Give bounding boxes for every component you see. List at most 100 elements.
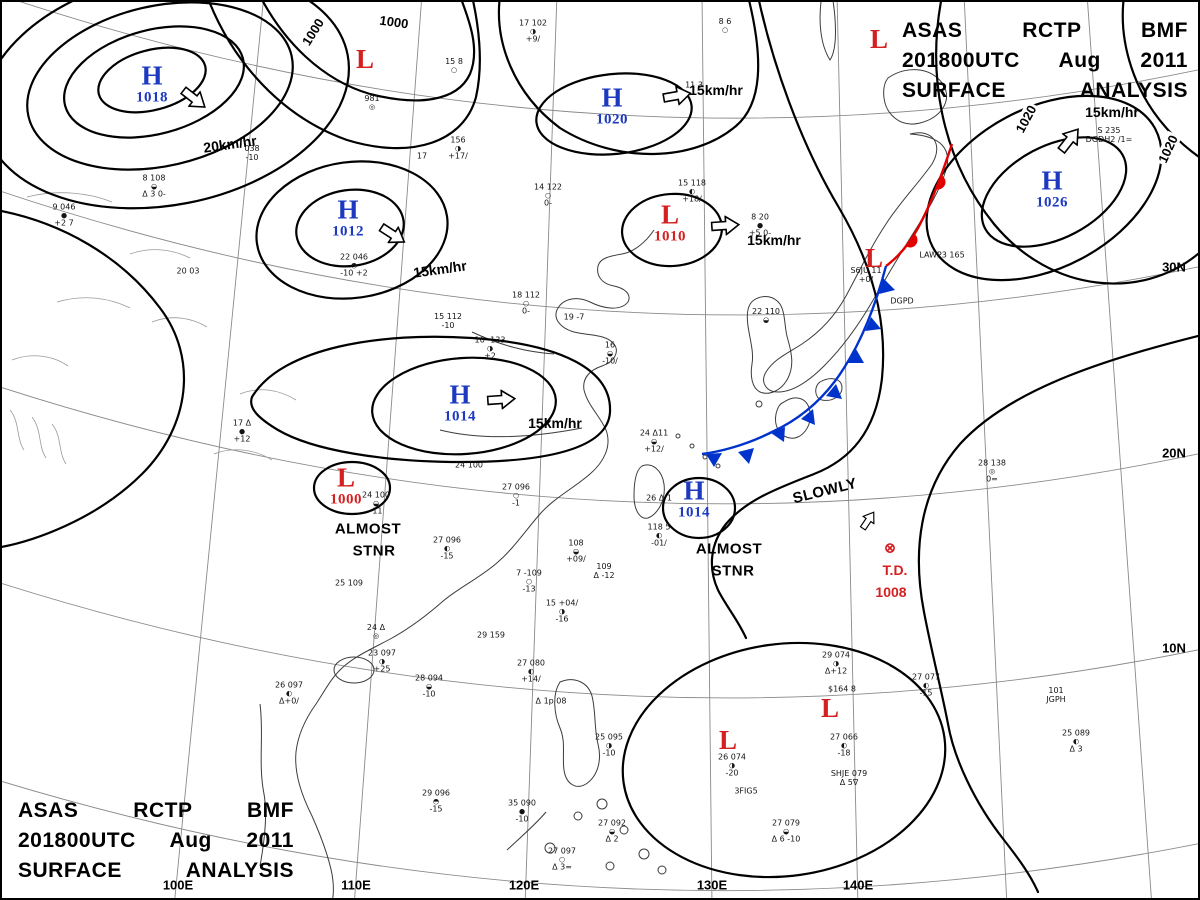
station-data-top: DGPD — [890, 296, 914, 306]
station-data-top: $164 8 — [828, 684, 856, 694]
station-cloud-symbol-icon: ● — [60, 211, 68, 220]
movement-speed-label: 15km/hr — [747, 232, 801, 248]
tropical-depression-label: T.D. — [882, 562, 908, 578]
station-cloud-symbol-icon: ◐ — [840, 741, 848, 750]
station-cloud-symbol-icon: ◐ — [285, 689, 293, 698]
movement-arrow-icon — [1053, 121, 1091, 160]
station-plot: 24 100 ◒ -11 — [362, 491, 390, 517]
station-plot: 28 138 ◎ 0= — [978, 459, 1006, 485]
station-plot: 7 -109 ○ -13 — [516, 568, 542, 595]
station-data-bottom: -10 — [245, 153, 259, 162]
station-cloud-symbol-icon: ◐ — [922, 681, 930, 690]
station-plot: 981 ◎ — [364, 94, 379, 111]
station-plot: 28 094 ◒ -10 — [415, 674, 443, 700]
station-data-top: 35 090 — [508, 798, 536, 808]
station-plot: 11 3 — [685, 81, 703, 91]
pressure-center: H 1026 — [1036, 165, 1068, 211]
station-data-top: 7 -109 — [516, 568, 542, 578]
station-data-bottom: -11 — [369, 506, 383, 516]
station-data-top: 3FIG5 — [734, 786, 758, 796]
station-plot: 27 092 ◒ Δ 2 — [598, 819, 626, 845]
pressure-value: 1012 — [332, 223, 364, 240]
station-data-top: 24 Δ11 — [639, 428, 669, 438]
station-plot: DGPD — [890, 296, 914, 307]
station-data-top: 8 108 — [142, 173, 166, 183]
station-plot: 14 122 ○ 0- — [534, 182, 562, 209]
station-plot: 17 Δ ● +12 — [233, 419, 251, 445]
pressure-center: H 1014 — [444, 381, 476, 425]
motion-status-label: ALMOST — [695, 540, 763, 558]
station-data-bottom: -10 — [602, 748, 616, 758]
station-plot: SHJE 079 Δ 5∇ — [831, 769, 867, 788]
station-cloud-symbol-icon: ◑ — [529, 27, 537, 36]
chart-title-line: ASAS RCTP BMF — [902, 19, 1188, 42]
pressure-center: H 1018 — [136, 62, 168, 106]
station-data-top: 14 122 — [534, 182, 562, 192]
station-data-top: 101 — [1048, 686, 1064, 696]
pressure-symbol: L — [355, 44, 375, 74]
coastlines — [259, 2, 949, 898]
pressure-symbol: H — [1041, 165, 1063, 196]
pressure-symbol: L — [718, 725, 738, 755]
station-data-top: 26 074 — [718, 752, 746, 762]
station-data-bottom: 0= — [986, 474, 998, 484]
movement-arrow-icon — [486, 388, 518, 415]
station-cloud-symbol-icon: ◒ — [372, 499, 380, 508]
station-data-top: 109 — [596, 562, 612, 572]
station-data-bottom: -10 — [441, 321, 455, 330]
station-data-bottom: +18/ — [682, 194, 702, 204]
station-data-top: 24 Δ — [366, 623, 386, 633]
pressure-symbol: L — [864, 243, 884, 273]
station-plot: 22 046 ◓ -10 +2 — [340, 253, 368, 279]
station-data-bottom: -20 — [725, 768, 739, 778]
station-data-top: 17 102 — [519, 18, 547, 28]
longitude-label: 130E — [696, 877, 728, 893]
station-plot: 25 095 ◑ -10 — [595, 733, 623, 759]
station-cloud-symbol-icon: ● — [756, 221, 764, 230]
station-data-top: 27 096 — [433, 535, 461, 545]
latitude-label: 30N — [1162, 259, 1186, 275]
pressure-value: 1000 — [330, 491, 362, 508]
station-data-top: 25 109 — [335, 578, 363, 588]
station-cloud-symbol-icon: ◎ — [372, 631, 380, 640]
pressure-symbol: H — [337, 194, 359, 225]
station-data-bottom: -1 — [512, 498, 520, 508]
pressure-symbol: H — [601, 82, 623, 113]
station-data-bottom: -10 +2 — [340, 268, 368, 278]
station-plot: 25 089 ◐ Δ 3 — [1062, 729, 1090, 755]
station-data-bottom: -10/ — [602, 356, 618, 366]
station-data-top: 20 03 — [176, 266, 200, 276]
station-data-top: 16 -133 — [474, 335, 506, 345]
pressure-value: 1018 — [136, 89, 168, 106]
pressure-symbol: H — [683, 475, 705, 506]
pressure-center: L 1000 — [330, 464, 362, 508]
station-data-top: 24 100 — [455, 460, 483, 470]
station-plot: S6JU 11 +0/ — [850, 266, 881, 285]
station-plot: 26 074 ◑ -20 — [718, 752, 746, 779]
station-plot: 35 090 ● -10 — [508, 798, 536, 825]
tropical-depression-label: 1008 — [875, 584, 907, 600]
station-plot: $164 8 — [828, 684, 856, 695]
station-data-top: Δ 1p 08 — [535, 696, 567, 706]
station-data-bottom: +0/ — [858, 275, 874, 284]
station-plot: 26 Δ 1 — [646, 494, 672, 504]
movement-arrow-icon — [856, 507, 883, 535]
movement-speed-label: 15km/hr — [689, 82, 743, 98]
station-data-bottom: +14/ — [521, 674, 541, 684]
station-cloud-symbol-icon: ○ — [544, 191, 552, 200]
station-cloud-symbol-icon: ○ — [522, 299, 530, 308]
station-plot: 29 159 — [477, 631, 505, 641]
pressure-symbol: L — [660, 199, 679, 230]
station-cloud-symbol-icon: ◒ — [150, 182, 158, 191]
station-plot: 109 Δ -12 — [593, 562, 614, 581]
station-cloud-symbol-icon: ◐ — [1072, 737, 1080, 746]
station-data-top: 23 097 — [368, 648, 396, 658]
station-cloud-symbol-icon: ◐ — [443, 544, 451, 553]
chart-title-top-right: ASAS RCTP BMF 201800UTC Aug 2011 SURFACE… — [902, 16, 1188, 106]
station-data-bottom: Δ 3 — [1069, 744, 1083, 754]
station-cloud-symbol-icon: ● — [238, 427, 246, 436]
station-data-bottom: Δ 3 0- — [142, 189, 166, 199]
station-cloud-symbol-icon: ◑ — [605, 741, 613, 750]
station-data-top: 9 046 — [52, 202, 76, 212]
